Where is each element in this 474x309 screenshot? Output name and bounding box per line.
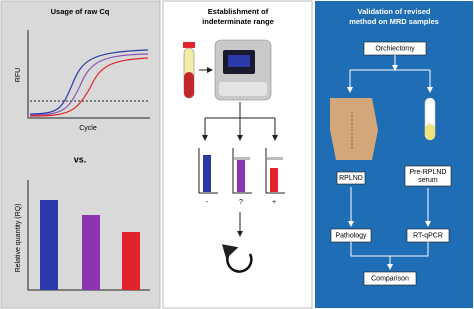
shape <box>234 157 250 160</box>
step-label: Orchiectomy <box>375 45 415 52</box>
shape <box>270 168 278 192</box>
shape <box>183 42 195 48</box>
shape <box>265 148 285 194</box>
x-label: Cycle <box>79 125 97 132</box>
shape <box>228 55 250 67</box>
shape <box>425 124 435 140</box>
step-label: serum <box>418 177 438 184</box>
curve <box>29 57 149 117</box>
step-label: Pathology <box>335 232 367 239</box>
bar <box>82 215 100 290</box>
panel-title: method on MRD samples <box>349 17 439 26</box>
axes <box>27 180 150 291</box>
step-box <box>336 171 366 185</box>
shape <box>219 82 267 96</box>
result-label: ? <box>239 199 243 206</box>
cycle-icon <box>221 244 253 273</box>
axes <box>27 30 150 119</box>
serum-tube <box>424 97 436 141</box>
step-label: RT-qPCR <box>413 232 443 239</box>
result-boxes <box>198 148 285 194</box>
shape <box>232 148 252 194</box>
step-label: Comparison <box>371 275 409 282</box>
result-label: + <box>272 199 276 206</box>
separator: vs. <box>74 154 87 164</box>
step-label: Pre-RPLND <box>410 169 447 176</box>
panel-title: Usage of raw Cq <box>51 7 110 16</box>
bar <box>122 232 140 290</box>
panel-title: indeterminate range <box>202 17 274 26</box>
step-label: RPLND <box>339 175 363 182</box>
bar <box>40 200 58 290</box>
curve <box>29 53 149 116</box>
shape <box>203 155 211 192</box>
curve <box>29 49 149 115</box>
shape <box>237 160 245 192</box>
result-label: - <box>206 199 209 206</box>
shape <box>267 157 283 160</box>
sample-tube <box>183 42 195 99</box>
panel-title: Validation of revised <box>358 7 431 16</box>
torso <box>330 98 378 160</box>
qpcr-machine <box>214 39 272 101</box>
step-box <box>363 271 417 286</box>
y-label: Relative quantity (RQ) <box>15 204 22 273</box>
panel-title: Establishment of <box>208 7 269 16</box>
shape <box>198 148 218 194</box>
step-box <box>404 165 452 187</box>
y-label: RFU <box>15 68 22 82</box>
shape <box>184 72 194 98</box>
